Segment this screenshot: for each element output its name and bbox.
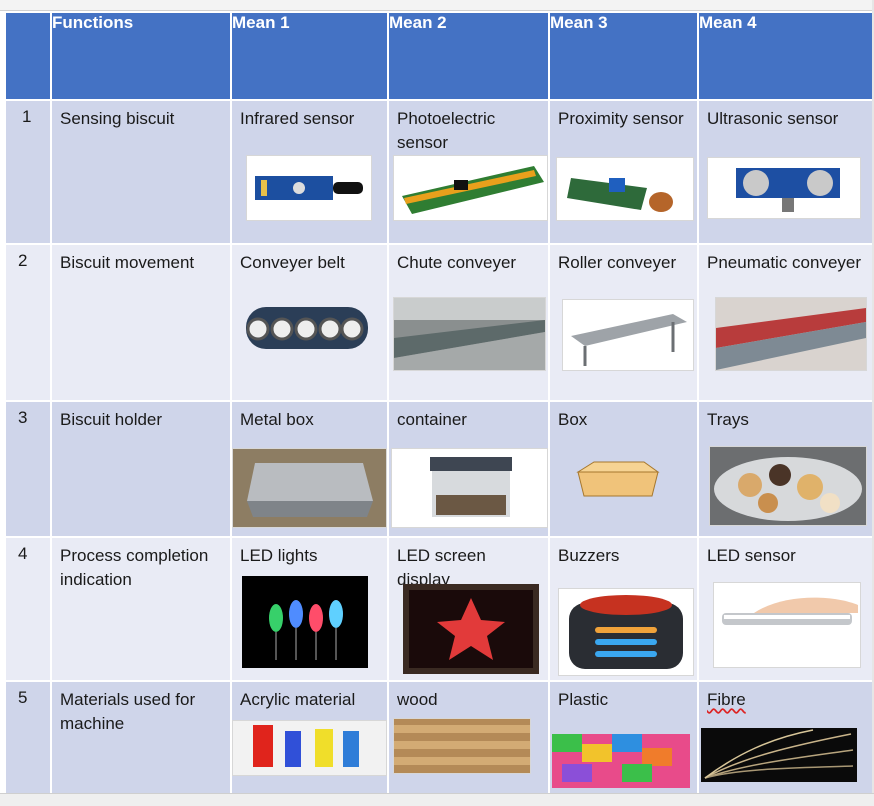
row-number-cell: 1 [4, 99, 52, 245]
mean-cell: Conveyer belt [230, 243, 389, 402]
table-row: 3 Biscuit holder Metal box container Box [4, 400, 874, 538]
mean-label: Ultrasonic sensor [707, 109, 839, 128]
mean-cell: Roller conveyer [548, 243, 699, 402]
header-number [4, 11, 52, 101]
mean-cell: Pneumatic conveyer [697, 243, 874, 402]
mean-label: Conveyer belt [240, 253, 345, 272]
row-number: 5 [18, 688, 28, 707]
mean-cell: LED lights [230, 536, 389, 682]
conveyer-belt-image [244, 297, 370, 357]
led-screen-image [403, 584, 539, 674]
mean-cell: Buzzers [548, 536, 699, 682]
row-number-cell: 5 [4, 680, 52, 802]
mean-cell: Box [548, 400, 699, 538]
mean-label: Acrylic material [240, 690, 356, 709]
mean-cell: LED sensor [697, 536, 874, 682]
mean-cell: Trays [697, 400, 874, 538]
mean-cell: wood [387, 680, 550, 802]
mean-cell: Metal box [230, 400, 389, 538]
function-label: Materials used for machine [60, 690, 196, 733]
container-image [391, 448, 547, 528]
table-row: 5 Materials used for machine Acrylic mat… [4, 680, 874, 802]
mean-label: Buzzers [558, 546, 620, 565]
bottom-edge [0, 793, 874, 806]
proximity-sensor-image [556, 157, 694, 221]
function-label: Biscuit holder [60, 410, 163, 429]
header-mean-3: Mean 3 [548, 11, 699, 101]
ultrasonic-sensor-image [707, 157, 861, 219]
row-number: 4 [18, 544, 28, 563]
mean-cell: LED screen display [387, 536, 550, 682]
mean-label: wood [397, 690, 438, 709]
box-image [574, 458, 664, 498]
mean-cell: Acrylic material [230, 680, 389, 802]
table-row: 4 Process completion indication LED ligh… [4, 536, 874, 682]
led-sensor-image [713, 582, 861, 668]
mean-label: Box [558, 410, 588, 429]
mean-label: container [397, 410, 467, 429]
led-lights-image [242, 576, 368, 668]
header-functions: Functions [50, 11, 232, 101]
mean-label: Plastic [558, 690, 609, 709]
mean-label: Proximity sensor [558, 109, 684, 128]
function-cell: Biscuit holder [50, 400, 232, 538]
header-row: Functions Mean 1 Mean 2 Mean 3 Mean 4 [4, 11, 874, 101]
mean-cell: Chute conveyer [387, 243, 550, 402]
mean-label: Metal box [240, 410, 314, 429]
chute-conveyer-image [393, 297, 546, 371]
photoelectric-sensor-image [393, 155, 547, 221]
pneumatic-conveyer-image [715, 297, 867, 371]
fibre-image [701, 728, 857, 782]
mean-label: Chute conveyer [397, 253, 517, 272]
header-mean-2: Mean 2 [387, 11, 550, 101]
header-mean-1: Mean 1 [230, 11, 389, 101]
acrylic-material-image [233, 720, 386, 776]
table-row: 2 Biscuit movement Conveyer belt Chute c… [4, 243, 874, 402]
roller-conveyer-image [562, 299, 694, 371]
plastic-image [552, 734, 690, 788]
row-number: 1 [22, 107, 32, 126]
table-row: 1 Sensing biscuit Infrared sensor Photoe… [4, 99, 874, 245]
function-cell: Sensing biscuit [50, 99, 232, 245]
row-number-cell: 4 [4, 536, 52, 682]
mean-cell: Plastic [548, 680, 699, 802]
row-number-cell: 2 [4, 243, 52, 402]
morphological-chart-table: Functions Mean 1 Mean 2 Mean 3 Mean 4 1 … [4, 11, 874, 802]
mean-label: LED lights [240, 546, 318, 565]
row-number-cell: 3 [4, 400, 52, 538]
trays-image [709, 446, 867, 526]
mean-cell: Proximity sensor [548, 99, 699, 245]
function-label: Process completion indication [60, 546, 209, 589]
mean-label: Fibre [707, 690, 746, 709]
mean-cell: Infrared sensor [230, 99, 389, 245]
top-border [0, 0, 874, 11]
mean-label: LED sensor [707, 546, 796, 565]
infrared-sensor-image [246, 155, 372, 221]
header-mean-4: Mean 4 [697, 11, 874, 101]
mean-label: Photoelectric sensor [397, 109, 496, 152]
buzzer-image [558, 588, 694, 676]
function-label: Sensing biscuit [60, 109, 175, 128]
mean-cell: Ultrasonic sensor [697, 99, 874, 245]
function-cell: Process completion indication [50, 536, 232, 682]
metal-box-image [233, 448, 386, 528]
right-edge [872, 0, 874, 806]
mean-cell: Fibre [697, 680, 874, 802]
mean-label: Trays [707, 410, 749, 429]
row-number: 2 [18, 251, 28, 270]
mean-label: Pneumatic conveyer [707, 253, 862, 272]
mean-label: Roller conveyer [558, 253, 677, 272]
mean-label: Infrared sensor [240, 109, 355, 128]
function-label: Biscuit movement [60, 253, 195, 272]
mean-cell: Photoelectric sensor [387, 99, 550, 245]
mean-label-wrap: Fibre [700, 683, 873, 712]
wood-image [393, 718, 531, 774]
function-cell: Materials used for machine [50, 680, 232, 802]
function-cell: Biscuit movement [50, 243, 232, 402]
mean-cell: container [387, 400, 550, 538]
row-number: 3 [18, 408, 28, 427]
